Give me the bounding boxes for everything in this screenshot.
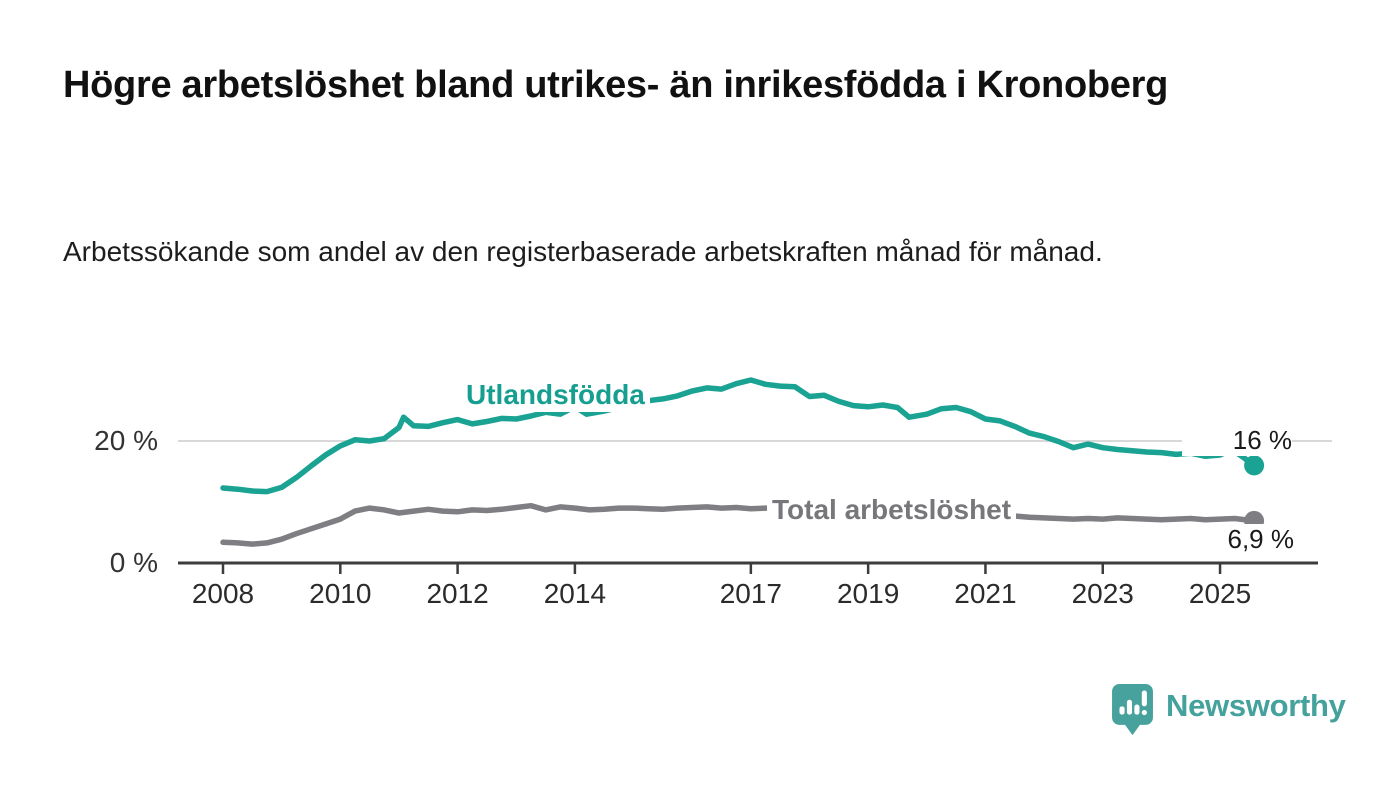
page-title: Högre arbetslöshet bland utrikes- än inr… bbox=[63, 64, 1169, 106]
newsworthy-logo-text: Newsworthy bbox=[1166, 687, 1346, 723]
newsworthy-logo: Newsworthy bbox=[1112, 684, 1346, 737]
newsworthy-logo-icon bbox=[1112, 684, 1153, 736]
page-subtitle: Arbetssökande som andel av den registerb… bbox=[63, 236, 1103, 267]
